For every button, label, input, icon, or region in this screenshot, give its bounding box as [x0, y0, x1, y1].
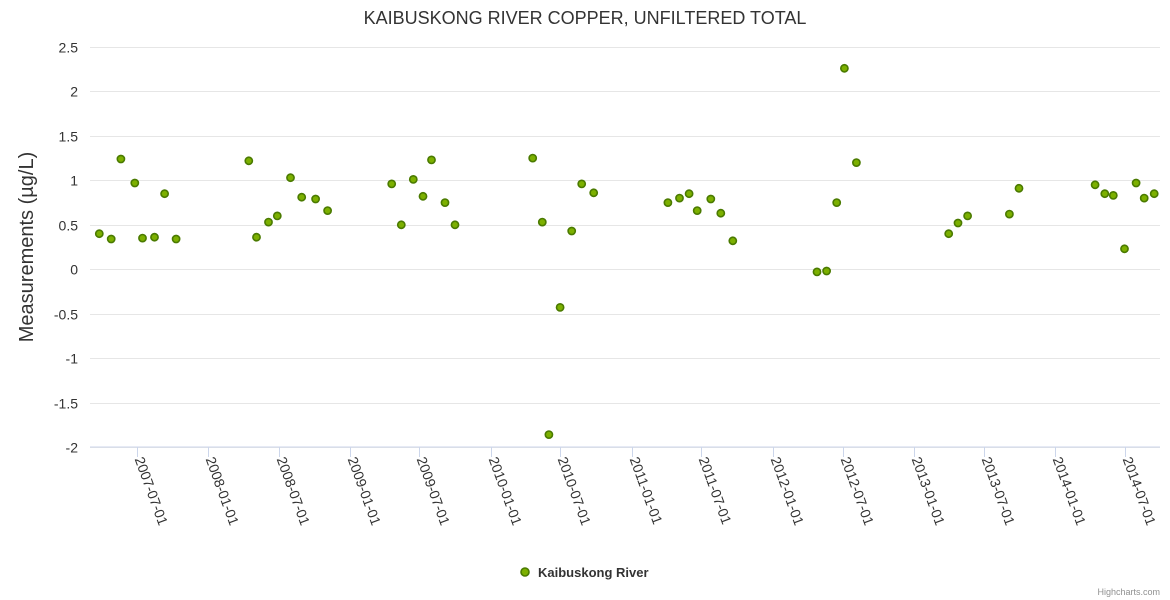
gridlines: [90, 47, 1160, 448]
y-tick-label: 0: [70, 262, 78, 278]
x-tick-label: 2009-01-01: [345, 455, 385, 528]
data-point[interactable]: [528, 153, 538, 163]
data-point[interactable]: [692, 206, 702, 215]
y-tick-label: -1.5: [54, 396, 78, 412]
data-point[interactable]: [728, 236, 738, 246]
data-point[interactable]: [138, 233, 147, 243]
chart-title: KAIBUSKONG RIVER COPPER, UNFILTERED TOTA…: [364, 8, 807, 28]
data-point[interactable]: [716, 208, 726, 218]
data-point[interactable]: [440, 198, 450, 207]
y-tick-label: 2.5: [59, 40, 79, 56]
data-point[interactable]: [963, 211, 972, 221]
data-point[interactable]: [264, 217, 273, 227]
data-point[interactable]: [408, 174, 418, 184]
x-tick-label: 2014-07-01: [1120, 455, 1160, 528]
data-point[interactable]: [1005, 209, 1014, 219]
data-point[interactable]: [537, 217, 547, 227]
data-points: [94, 63, 1159, 439]
data-point[interactable]: [106, 234, 116, 244]
data-point[interactable]: [567, 226, 577, 236]
data-point[interactable]: [1090, 180, 1100, 190]
x-tick-label: 2013-01-01: [909, 455, 949, 528]
data-point[interactable]: [706, 194, 716, 204]
data-point[interactable]: [297, 192, 307, 202]
legend[interactable]: Kaibuskong River: [520, 565, 649, 580]
data-point[interactable]: [116, 154, 126, 164]
y-tick-label: 0.5: [59, 218, 79, 234]
data-point[interactable]: [171, 234, 181, 244]
x-tick-label: 2008-07-01: [274, 455, 314, 528]
data-point[interactable]: [244, 156, 254, 166]
data-point[interactable]: [944, 229, 954, 239]
x-tick-label: 2012-01-01: [768, 455, 808, 528]
data-point[interactable]: [252, 232, 261, 242]
data-point[interactable]: [272, 211, 282, 221]
x-tick-label: 2012-07-01: [838, 455, 878, 528]
x-tick-label: 2011-01-01: [627, 455, 666, 527]
x-tick-label: 2009-07-01: [414, 455, 454, 528]
data-point[interactable]: [822, 266, 831, 276]
data-point[interactable]: [323, 206, 332, 215]
y-axis-ticks: 2.5 2 1.5 1 0.5 0 -0.5 -1 -1.5 -2: [54, 40, 78, 456]
data-point[interactable]: [675, 193, 684, 203]
y-tick-label: -2: [66, 440, 79, 456]
legend-label[interactable]: Kaibuskong River: [538, 565, 649, 580]
data-point[interactable]: [555, 302, 565, 312]
x-tick-label: 2014-01-01: [1050, 455, 1090, 528]
y-tick-label: -0.5: [54, 307, 78, 323]
data-point[interactable]: [840, 63, 849, 73]
data-point[interactable]: [1100, 189, 1110, 199]
y-tick-label: 1: [70, 173, 78, 189]
data-point[interactable]: [589, 188, 599, 198]
data-point[interactable]: [286, 173, 295, 183]
data-point[interactable]: [684, 189, 694, 199]
legend-marker: [520, 567, 530, 577]
data-point[interactable]: [94, 229, 104, 239]
data-point[interactable]: [852, 158, 861, 167]
x-axis-ticks: 2007-07-01 2008-01-01 2008-07-01 2009-01-01…: [132, 447, 1160, 528]
data-point[interactable]: [418, 191, 428, 201]
data-point[interactable]: [130, 178, 140, 188]
y-tick-label: 1.5: [59, 129, 79, 145]
data-point[interactable]: [450, 220, 460, 230]
data-point[interactable]: [1108, 190, 1118, 200]
data-point[interactable]: [832, 198, 842, 207]
x-tick-label: 2007-07-01: [132, 455, 172, 528]
x-tick-label: 2013-07-01: [979, 455, 1019, 528]
data-point[interactable]: [396, 220, 406, 230]
data-point[interactable]: [1131, 178, 1141, 188]
data-point[interactable]: [544, 430, 554, 439]
x-tick-label: 2011-07-01: [696, 455, 735, 527]
data-point[interactable]: [1149, 189, 1159, 199]
data-point[interactable]: [427, 155, 436, 165]
data-point[interactable]: [812, 267, 822, 277]
data-point[interactable]: [150, 232, 159, 242]
data-point[interactable]: [663, 198, 673, 207]
x-tick-label: 2010-07-01: [555, 455, 595, 528]
data-point[interactable]: [953, 218, 963, 228]
data-point[interactable]: [1139, 193, 1149, 203]
credits-link[interactable]: Highcharts.com: [1097, 587, 1160, 597]
x-tick-label: 2010-01-01: [486, 455, 526, 528]
data-point[interactable]: [577, 179, 587, 189]
y-axis-title: Measurements (µg/L): [16, 152, 38, 342]
x-tick-label: 2008-01-01: [203, 455, 243, 528]
y-tick-label: 2: [70, 84, 78, 100]
data-point[interactable]: [311, 194, 320, 204]
y-tick-label: -1: [66, 351, 79, 367]
data-point[interactable]: [160, 189, 169, 199]
data-point[interactable]: [387, 179, 397, 189]
data-point[interactable]: [1120, 244, 1129, 254]
data-point[interactable]: [1014, 183, 1024, 193]
